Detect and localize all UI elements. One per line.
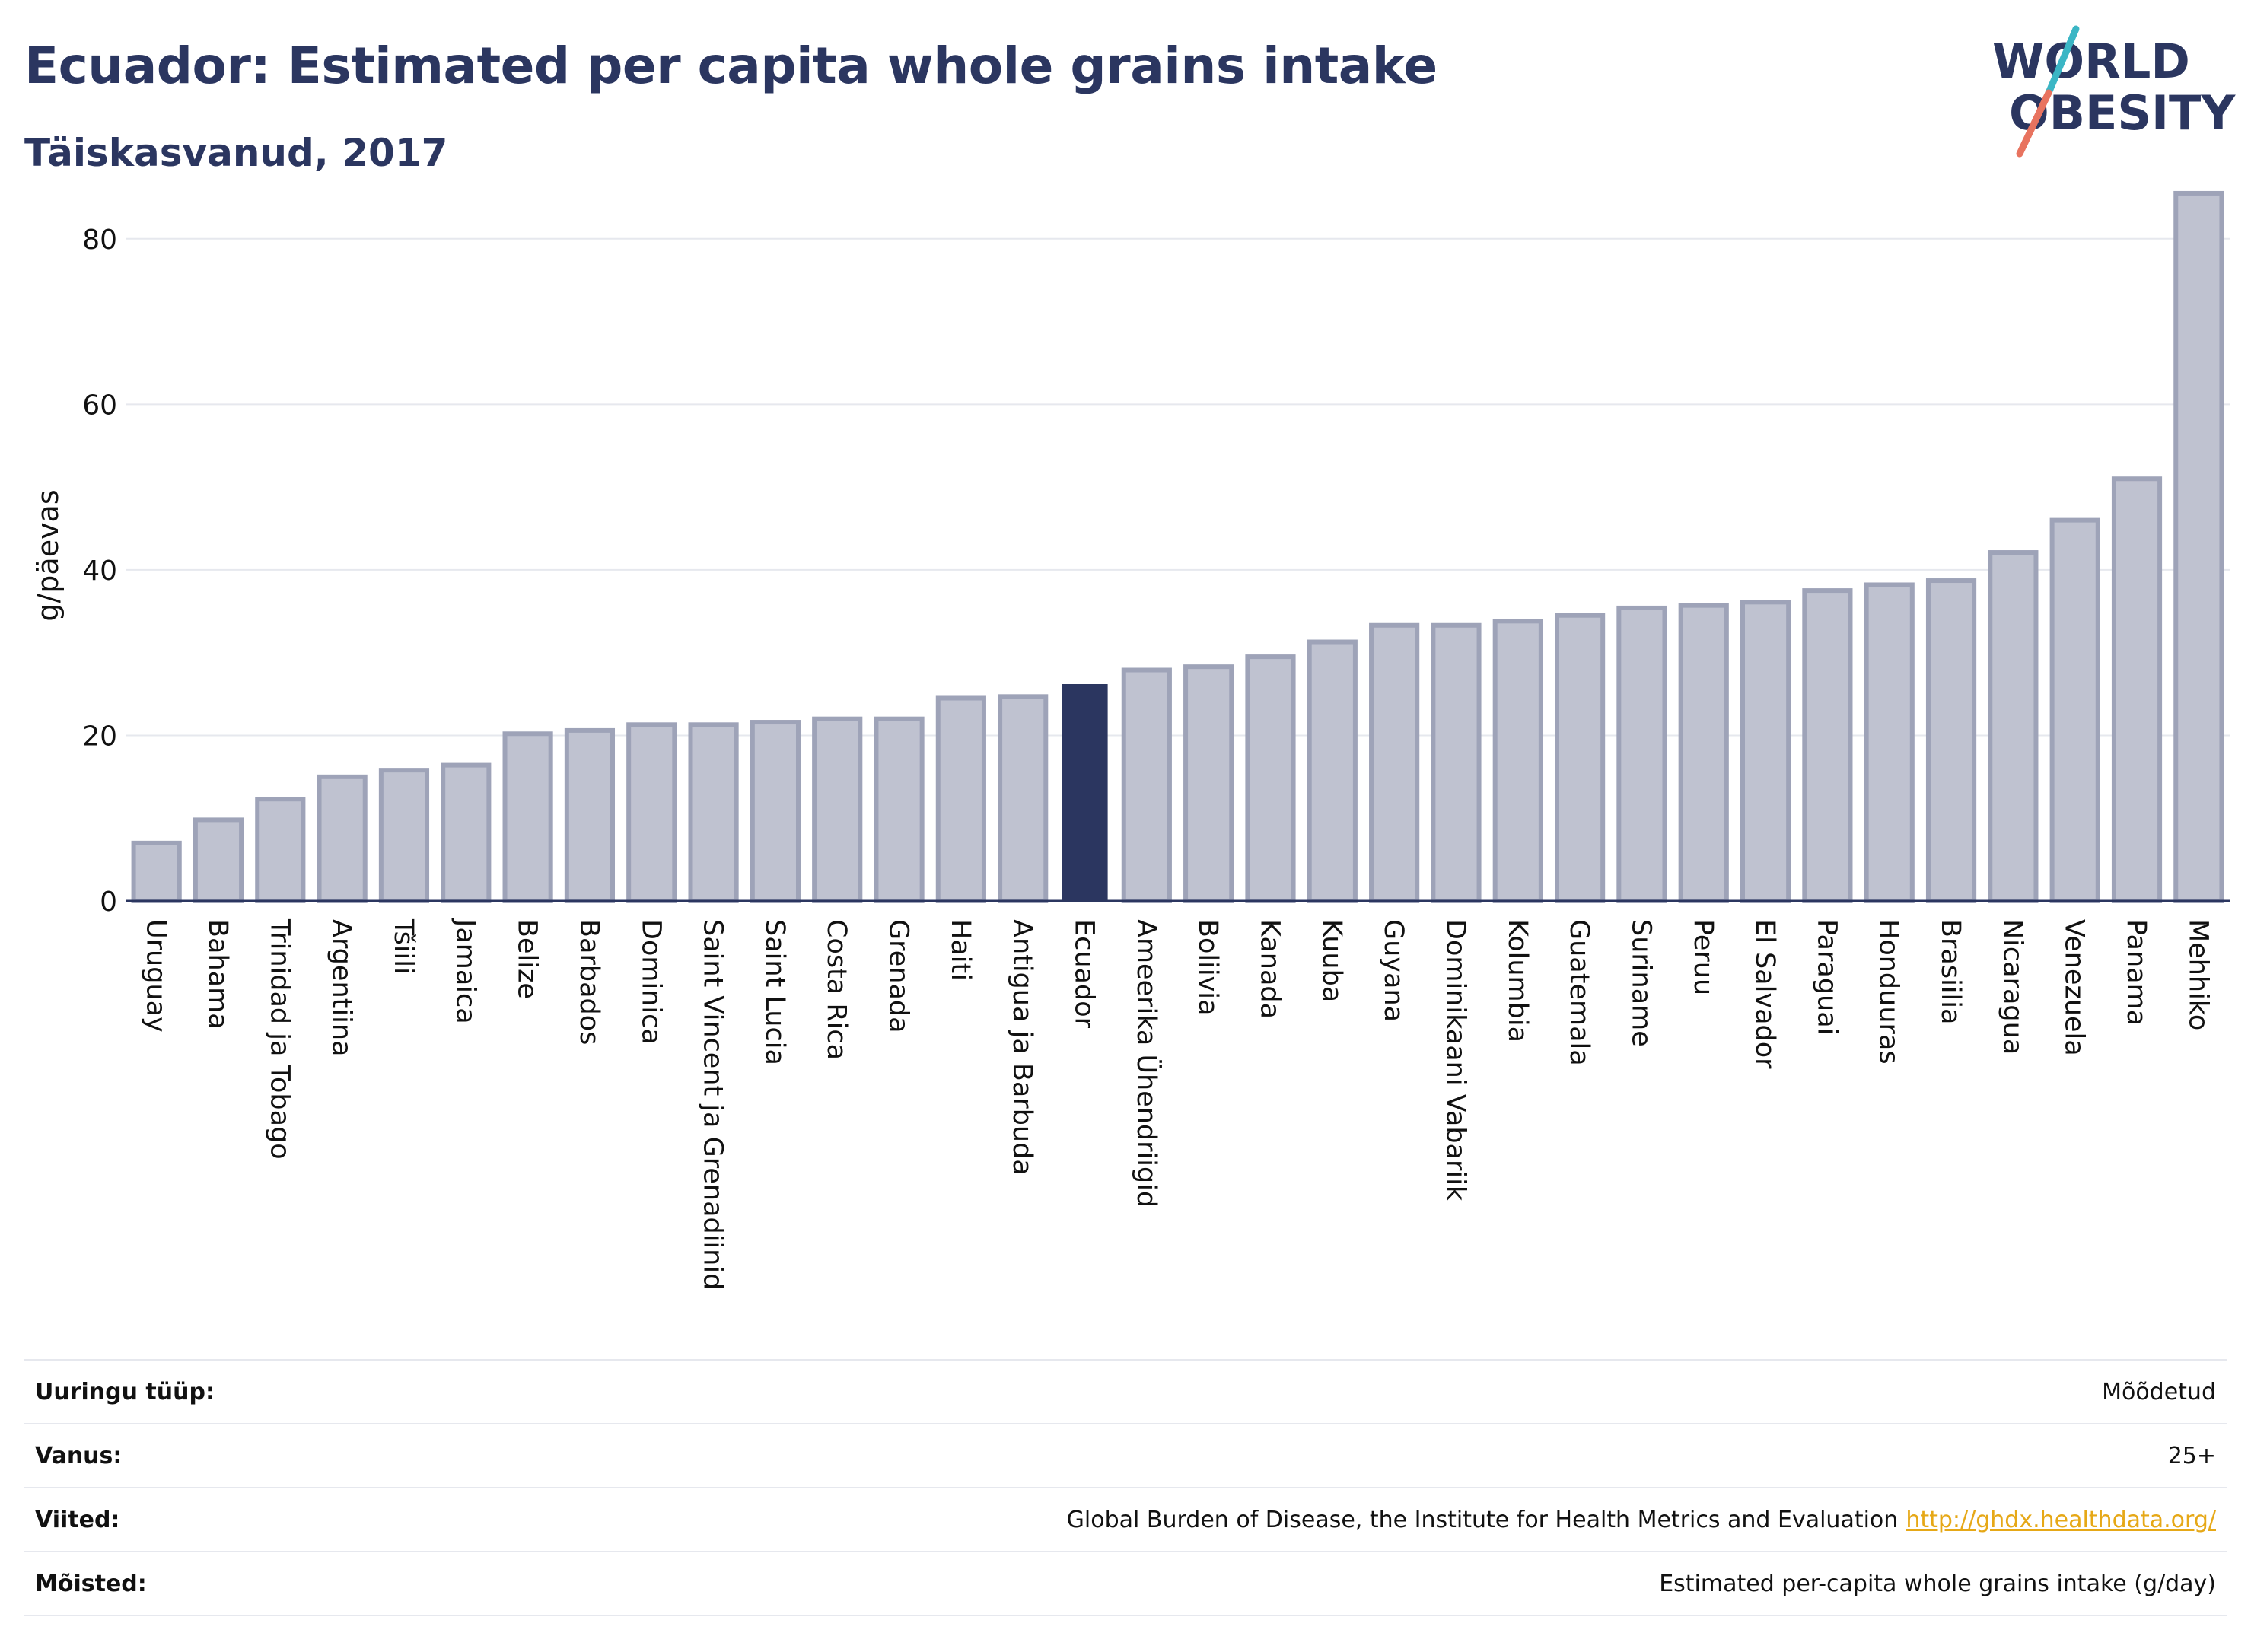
meta-label: Mõisted: bbox=[35, 1571, 147, 1597]
y-tick-label: 40 bbox=[82, 555, 117, 587]
bar bbox=[626, 722, 677, 904]
reference-link[interactable]: http://ghdx.healthdata.org/ bbox=[1906, 1507, 2216, 1533]
y-axis-label: g/päevas bbox=[31, 489, 65, 621]
y-tick-label: 0 bbox=[100, 886, 117, 918]
bar bbox=[2049, 517, 2100, 903]
bar bbox=[1307, 639, 1358, 904]
metadata-table: Uuringu tüüp: Mõõdetud Vanus: 25+ Viited… bbox=[24, 1359, 2227, 1616]
bar bbox=[812, 716, 863, 904]
bars bbox=[131, 190, 2224, 904]
bar bbox=[564, 727, 616, 904]
x-tick-label: Trinidad ja Tobago bbox=[264, 918, 295, 1160]
x-tick-label: Paraguai bbox=[1811, 919, 1842, 1035]
bar bbox=[1431, 622, 1482, 904]
bar bbox=[1492, 619, 1543, 903]
bar bbox=[1616, 605, 1667, 904]
bar bbox=[1864, 582, 1915, 903]
meta-label: Uuringu tüüp: bbox=[35, 1379, 215, 1405]
x-tick-label: Bahama bbox=[202, 919, 233, 1030]
x-tick-label: Venezuela bbox=[2059, 919, 2090, 1056]
meta-row-references: Viited: Global Burden of Disease, the In… bbox=[24, 1487, 2227, 1551]
bar bbox=[1802, 588, 1853, 903]
y-tick-labels: 0 20 40 60 80 bbox=[82, 224, 117, 918]
chart-subtitle: Täiskasvanud, 2017 bbox=[24, 131, 448, 175]
bar bbox=[935, 695, 986, 903]
x-tick-label: Antigua ja Barbuda bbox=[1007, 919, 1037, 1176]
x-tick-label: Dominica bbox=[635, 919, 666, 1045]
bar-highlighted bbox=[1062, 684, 1108, 901]
x-tick-labels: Uruguay Bahama Trinidad ja Tobago Argentiin… bbox=[141, 918, 2214, 1290]
x-tick-label: Kuuba bbox=[1317, 919, 1347, 1002]
bar bbox=[2111, 476, 2163, 903]
x-tick-label: Ecuador bbox=[1069, 919, 1100, 1029]
x-tick-label: Jamaica bbox=[450, 918, 480, 1024]
y-tick-label: 60 bbox=[82, 390, 117, 421]
x-tick-label: Suriname bbox=[1625, 919, 1656, 1047]
bar bbox=[193, 817, 244, 904]
logo-line-world: WORLD bbox=[1992, 33, 2190, 89]
x-tick-label: Boliivia bbox=[1192, 919, 1223, 1015]
x-tick-label: Peruu bbox=[1688, 919, 1718, 995]
y-tick-label: 80 bbox=[82, 224, 117, 256]
x-tick-label: Honduuras bbox=[1874, 919, 1904, 1065]
meta-row-age: Vanus: 25+ bbox=[24, 1423, 2227, 1487]
x-tick-label: Barbados bbox=[574, 919, 604, 1045]
x-tick-label: Nicaragua bbox=[1997, 919, 2027, 1055]
bar bbox=[1369, 622, 1420, 904]
x-tick-label: Tšiili bbox=[388, 918, 419, 975]
x-tick-label: Grenada bbox=[884, 919, 914, 1033]
x-tick-label: Ameerika Ühendriigid bbox=[1131, 919, 1163, 1208]
meta-label: Viited: bbox=[35, 1507, 120, 1533]
logo-slash-teal bbox=[2045, 25, 2080, 97]
x-tick-label: Costa Rica bbox=[821, 919, 852, 1060]
x-tick-label: Mehhiko bbox=[2183, 919, 2213, 1030]
meta-value: Estimated per-capita whole grains intake… bbox=[1659, 1571, 2216, 1597]
bar bbox=[750, 720, 801, 903]
bar bbox=[131, 840, 182, 904]
x-tick-label: Guyana bbox=[1378, 919, 1409, 1022]
bar bbox=[317, 774, 368, 903]
bar bbox=[1740, 600, 1791, 903]
x-tick-label: El Salvador bbox=[1750, 919, 1780, 1069]
bar bbox=[998, 694, 1049, 904]
bar bbox=[1183, 664, 1234, 903]
chart-title: Ecuador: Estimated per capita whole grai… bbox=[24, 37, 1438, 95]
reference-text: Global Burden of Disease, the Institute … bbox=[1066, 1507, 1899, 1533]
x-tick-label: Kolumbia bbox=[1502, 919, 1533, 1042]
bar bbox=[874, 716, 925, 904]
x-tick-label: Argentiina bbox=[326, 919, 357, 1056]
x-tick-label: Panama bbox=[2121, 919, 2151, 1026]
bar bbox=[1555, 613, 1606, 903]
bar bbox=[1988, 550, 2039, 903]
x-tick-label: Brasiilia bbox=[1935, 919, 1966, 1024]
meta-row-definitions: Mõisted: Estimated per-capita whole grai… bbox=[24, 1551, 2227, 1616]
x-tick-label: Uruguay bbox=[141, 919, 171, 1033]
bar bbox=[1245, 654, 1296, 903]
bar bbox=[441, 762, 492, 903]
y-tick-label: 20 bbox=[82, 721, 117, 752]
world-obesity-logo: WORLD OBESITY bbox=[1992, 25, 2236, 158]
x-tick-label: Guatemala bbox=[1564, 919, 1594, 1066]
x-tick-label: Kanada bbox=[1254, 919, 1285, 1019]
bar bbox=[255, 797, 306, 904]
meta-value-references: Global Burden of Disease, the Institute … bbox=[1067, 1507, 2216, 1533]
x-tick-label: Belize bbox=[512, 919, 543, 999]
meta-value: 25+ bbox=[2167, 1443, 2216, 1469]
bar bbox=[1678, 603, 1729, 903]
x-tick-label: Saint Vincent ja Grenadiinid bbox=[698, 919, 728, 1290]
x-tick-label: Saint Lucia bbox=[759, 919, 790, 1065]
meta-label: Vanus: bbox=[35, 1443, 123, 1469]
bar bbox=[688, 722, 739, 904]
bar bbox=[1925, 578, 1977, 904]
bar bbox=[502, 731, 553, 903]
bar-chart: 0 20 40 60 80 Uruguay Bahama Trinidad ja Tobag… bbox=[31, 190, 2230, 1290]
x-tick-label: Dominikaani Vabariik bbox=[1440, 919, 1470, 1202]
bar bbox=[378, 768, 430, 903]
bar bbox=[2173, 190, 2224, 903]
logo-slash-coral bbox=[2016, 89, 2052, 158]
meta-value: Mõõdetud bbox=[2102, 1379, 2216, 1405]
bar bbox=[1121, 667, 1172, 903]
x-tick-label: Haiti bbox=[945, 919, 976, 981]
meta-row-survey-type: Uuringu tüüp: Mõõdetud bbox=[24, 1359, 2227, 1423]
